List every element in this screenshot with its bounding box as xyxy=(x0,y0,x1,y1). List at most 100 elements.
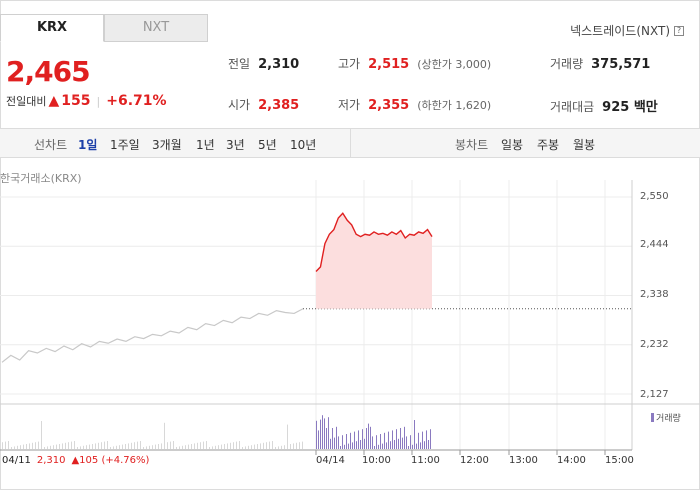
volume-bar xyxy=(104,441,105,449)
stat-value: 2,310 xyxy=(258,57,300,72)
tab-nxt[interactable]: NXT xyxy=(104,14,208,42)
volume-bar xyxy=(53,445,54,449)
volume-bar xyxy=(11,447,12,449)
volume-bar xyxy=(400,428,401,449)
period-1d[interactable]: 1일 xyxy=(78,138,98,152)
volume-bar xyxy=(382,443,383,449)
volume-bar xyxy=(360,440,361,449)
chart-source-label: 한국거래소(KRX) xyxy=(0,172,82,185)
volume-bar xyxy=(374,446,375,449)
volume-bar xyxy=(410,435,411,449)
volume-bar xyxy=(65,442,66,449)
nxt-link-label: 넥스트레이드(NXT) xyxy=(570,24,670,38)
prev-day-info: 04/11 2,310 ▲105 (+4.76%) xyxy=(2,455,149,466)
volume-bar xyxy=(206,441,207,449)
candle-monthly[interactable]: 월봉 xyxy=(573,138,596,152)
volume-bar xyxy=(370,426,371,449)
period-3y[interactable]: 3년 xyxy=(226,138,245,152)
volume-bar xyxy=(224,444,225,449)
volume-bar xyxy=(384,432,385,449)
volume-bar xyxy=(110,447,111,449)
volume-bar xyxy=(80,446,81,449)
tab-krx[interactable]: KRX xyxy=(0,14,104,42)
volume-bar xyxy=(170,441,171,449)
volume-bar xyxy=(376,435,377,449)
volume-bar xyxy=(342,435,343,449)
volume-bar xyxy=(200,442,201,449)
volume-bar xyxy=(354,431,355,449)
nxt-link[interactable]: 넥스트레이드(NXT) ? xyxy=(570,22,684,39)
volume-bar xyxy=(366,428,367,449)
volume-bar xyxy=(17,445,18,449)
volume-bar xyxy=(328,417,329,449)
candle-weekly[interactable]: 주봉 xyxy=(537,138,560,152)
volume-bar xyxy=(134,442,135,449)
price-change: 전일대비 ▲ 155 | +6.71% xyxy=(6,93,167,109)
volume-bar xyxy=(408,446,409,449)
volume-bar xyxy=(416,443,417,449)
volume-bar xyxy=(245,446,246,449)
y-tick: 2,127 xyxy=(640,389,669,400)
volume-bar xyxy=(89,444,90,449)
prev-day-series xyxy=(1,308,632,363)
volume-bar xyxy=(422,431,423,449)
volume-bar xyxy=(26,444,27,449)
volume-bar xyxy=(420,442,421,449)
stat-high: 고가 2,515 (상한가 3,000) xyxy=(338,55,491,72)
candle-daily[interactable]: 일봉 xyxy=(501,138,524,152)
volume-bar xyxy=(95,443,96,449)
volume-bar xyxy=(318,430,319,449)
volume-bar xyxy=(398,438,399,449)
volume-swatch xyxy=(651,413,654,422)
volume-bar xyxy=(179,446,180,449)
volume-bar xyxy=(362,429,363,449)
volume-bar xyxy=(414,420,415,449)
line-chart-label: 선차트 xyxy=(34,138,68,152)
volume-bar xyxy=(128,443,129,449)
volume-bar xyxy=(83,445,84,449)
x-tick: 12:00 xyxy=(460,455,489,466)
volume-bar xyxy=(161,443,162,449)
volume-bar xyxy=(131,442,132,449)
volume-bar xyxy=(197,442,198,449)
today-area xyxy=(316,213,432,309)
prev-date: 04/11 xyxy=(2,455,31,466)
volume-bar xyxy=(221,444,222,449)
stat-prev-close: 전일 2,310 xyxy=(228,55,299,72)
volume-bar xyxy=(32,442,33,449)
volume-bar xyxy=(324,418,325,449)
volume-bar xyxy=(68,442,69,449)
period-bar: 선차트 1일 1주일 3개월 1년 3년 5년 10년 봉차트 일봉 주봉 월봉 xyxy=(0,128,700,158)
volume-bar xyxy=(426,430,427,449)
volume-bar xyxy=(266,442,267,449)
prev-day-line xyxy=(1,308,304,363)
volume-bar xyxy=(62,443,63,449)
volume-bar xyxy=(394,440,395,449)
help-icon[interactable]: ? xyxy=(674,25,684,36)
period-1w[interactable]: 1주일 xyxy=(110,138,140,152)
today-line xyxy=(315,212,433,272)
period-1y[interactable]: 1년 xyxy=(196,138,215,152)
volume-bar xyxy=(113,446,114,449)
period-10y[interactable]: 10년 xyxy=(290,138,317,152)
volume-bar xyxy=(257,444,258,449)
period-3m[interactable]: 3개월 xyxy=(152,138,182,152)
volume-bar xyxy=(176,447,177,449)
period-5y[interactable]: 5년 xyxy=(258,138,277,152)
volume-bar xyxy=(209,447,210,449)
volume-bar xyxy=(230,442,231,449)
change-label: 전일대비 xyxy=(6,95,47,108)
volume-bar xyxy=(346,434,347,449)
stat-label: 거래량 xyxy=(550,57,584,71)
volume-bar xyxy=(182,445,183,449)
stat-label: 전일 xyxy=(228,57,251,71)
volume-bar xyxy=(334,437,335,449)
volume-bar xyxy=(316,420,317,449)
volume-bar xyxy=(299,442,300,449)
volume-bar xyxy=(8,441,9,449)
volume-bar xyxy=(368,423,369,449)
volume-bar xyxy=(218,445,219,449)
change-percent: +6.71% xyxy=(106,93,167,109)
divider: | xyxy=(96,94,101,108)
